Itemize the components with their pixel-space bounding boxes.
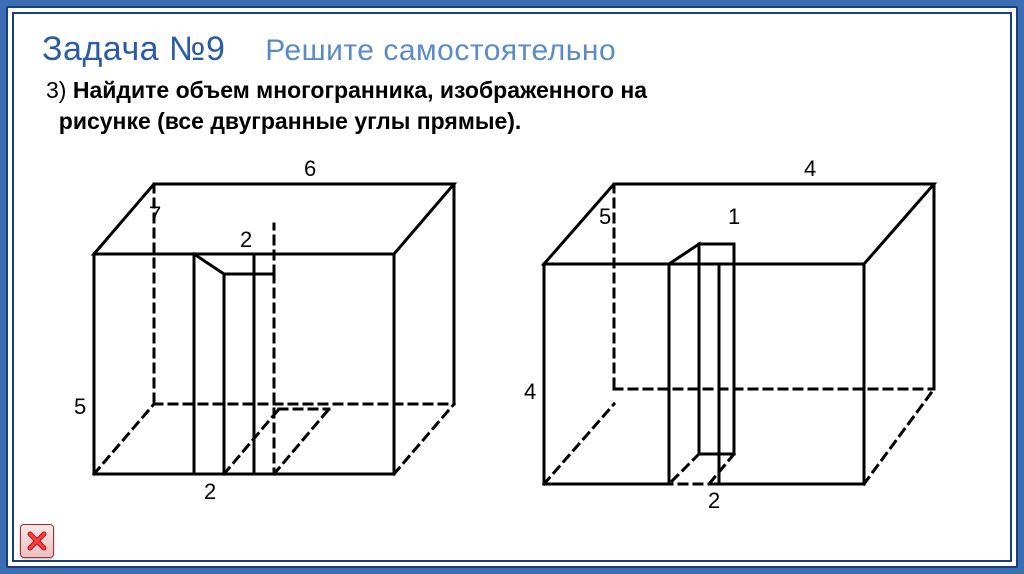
figure-right: 4 5 1 4 2 [504,154,964,524]
fig1-label-left-height: 5 [74,394,86,419]
fig2-label-left-height: 4 [524,379,536,404]
fig2-label-slot-width: 1 [728,204,740,229]
close-button[interactable] [20,524,54,558]
title-main: Задача №9 [42,30,225,68]
problem-line1: Найдите объем многогранника, изображенно… [73,77,647,103]
fig1-label-bottom-slot: 2 [204,479,216,504]
figure-left: 6 7 2 5 2 [54,154,484,514]
diagrams-area: 6 7 2 5 2 [54,164,970,520]
slide-inner-frame: Задача №9 Решите самостоятельно 3) Найди… [12,12,1012,562]
problem-number: 3) [46,77,66,103]
fig1-label-top-back: 6 [304,156,316,181]
title-sub: Решите самостоятельно [265,34,616,67]
close-icon [26,530,48,552]
fig1-label-slot-width: 2 [240,227,252,252]
fig2-label-bottom-slot: 2 [708,488,720,513]
problem-line2: рисунке (все двугранные углы прямые). [59,108,522,134]
slide-title: Задача №9 Решите самостоятельно [42,30,982,69]
problem-statement: 3) Найдите объем многогранника, изображе… [46,75,982,137]
fig1-label-top-front: 7 [149,202,161,227]
slide-outer-frame: Задача №9 Решите самостоятельно 3) Найди… [6,6,1018,568]
fig2-label-top-back: 4 [804,156,816,181]
fig2-label-top-front: 5 [599,204,611,229]
